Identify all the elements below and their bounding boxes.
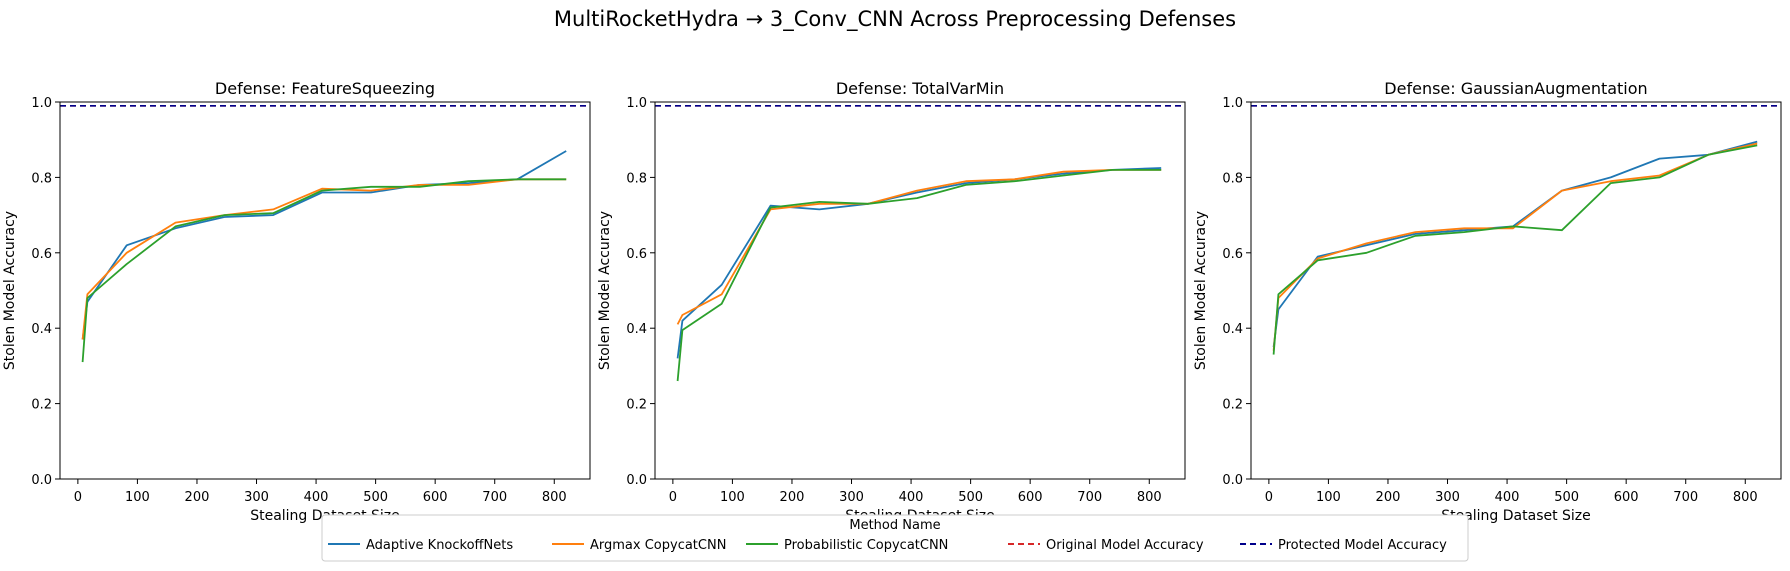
chart-panel-1: Defense: FeatureSqueezing 0.0 0.2 0.4 0.6 0.8…	[2, 79, 591, 524]
chart-panel-2: Defense: TotalVarMin 0.0 0.2 0.4 0.6 0.8 1.0 0 1…	[597, 79, 1186, 524]
series-line-adaptive-knockoffnets	[81, 150, 567, 340]
x-tick-label: 800	[542, 490, 567, 505]
legend-label-argmax-copycatcnn: Argmax CopycatCNN	[590, 538, 726, 553]
legend-frame	[321, 514, 1469, 562]
x-tick-label: 400	[304, 490, 329, 505]
legend-label-probabilistic-copycatcnn: Probabilistic CopycatCNN	[784, 538, 948, 553]
y-tick-label: 0.4	[31, 322, 52, 337]
series-line-probabilistic-copycatcnn	[81, 178, 567, 363]
y-tick-label: 1.0	[31, 96, 52, 111]
panel-title: Defense: TotalVarMin	[836, 79, 1004, 98]
x-tick-label: 400	[899, 490, 924, 505]
x-tick-label: 200	[1376, 490, 1401, 505]
x-tick-label: 600	[1614, 490, 1639, 505]
legend: Method Name Adaptive KnockoffNets Argmax C…	[321, 514, 1469, 562]
y-tick-label: 0.0	[626, 473, 647, 488]
y-tick-label: 1.0	[1222, 96, 1243, 111]
x-tick-label: 800	[1733, 490, 1758, 505]
plot-frame	[1250, 101, 1782, 480]
series-line-argmax-copycatcnn	[1272, 142, 1758, 351]
x-tick-label: 600	[423, 490, 448, 505]
x-tick-label: 700	[1673, 490, 1698, 505]
legend-title: Method Name	[849, 518, 940, 533]
series-line-argmax-copycatcnn	[81, 178, 567, 340]
y-tick-label: 0.6	[1222, 247, 1243, 262]
chart-panels: Defense: FeatureSqueezing 0.0 0.2 0.4 0.6 0.8…	[2, 79, 1782, 524]
y-tick-label: 0.2	[626, 398, 647, 413]
legend-label-adaptive-knockoffnets: Adaptive KnockoffNets	[366, 538, 513, 553]
legend-label-protected-model-accuracy: Protected Model Accuracy	[1278, 538, 1447, 553]
panel-title: Defense: FeatureSqueezing	[215, 79, 435, 98]
y-axis-label: Stolen Model Accuracy	[1193, 211, 1209, 370]
series-line-adaptive-knockoffnets	[1272, 140, 1758, 348]
x-tick-label: 300	[244, 490, 269, 505]
x-tick-label: 100	[720, 490, 745, 505]
y-tick-label: 0.2	[1222, 398, 1243, 413]
x-tick-label: 500	[958, 490, 983, 505]
y-tick-label: 0.6	[31, 247, 52, 262]
x-tick-label: 0	[74, 490, 82, 505]
y-tick-label: 0.4	[626, 322, 647, 337]
y-tick-label: 0.4	[1222, 322, 1243, 337]
x-tick-label: 700	[1077, 490, 1102, 505]
x-tick-label: 300	[1435, 490, 1460, 505]
chart-panel-3: Defense: GaussianAugmentation 0.0 0.2 0.4 0.…	[1193, 79, 1782, 524]
x-axis-label: Stealing Dataset Size	[1441, 508, 1591, 524]
x-tick-label: 200	[185, 490, 210, 505]
x-tick-label: 100	[125, 490, 150, 505]
y-tick-label: 0.6	[626, 247, 647, 262]
y-tick-label: 1.0	[626, 96, 647, 111]
x-tick-label: 600	[1018, 490, 1043, 505]
x-tick-label: 700	[482, 490, 507, 505]
y-tick-label: 0.0	[31, 473, 52, 488]
plot-frame	[654, 101, 1186, 480]
y-axis-label: Stolen Model Accuracy	[597, 211, 613, 370]
x-tick-label: 200	[780, 490, 805, 505]
y-tick-label: 0.8	[1222, 171, 1243, 186]
figure-title: MultiRocketHydra → 3_Conv_CNN Across Pre…	[554, 7, 1236, 32]
x-tick-label: 500	[363, 490, 388, 505]
series-line-probabilistic-copycatcnn	[676, 168, 1162, 382]
y-tick-label: 0.2	[31, 398, 52, 413]
x-tick-label: 400	[1495, 490, 1520, 505]
x-tick-label: 0	[1265, 490, 1273, 505]
y-tick-label: 0.8	[31, 171, 52, 186]
y-tick-label: 0.8	[626, 171, 647, 186]
x-tick-label: 300	[839, 490, 864, 505]
plot-frame	[59, 101, 591, 480]
legend-label-original-model-accuracy: Original Model Accuracy	[1046, 538, 1204, 553]
x-tick-label: 800	[1137, 490, 1162, 505]
x-tick-label: 500	[1554, 490, 1579, 505]
series-line-probabilistic-copycatcnn	[1272, 144, 1758, 355]
x-tick-label: 100	[1316, 490, 1341, 505]
series-line-adaptive-knockoffnets	[676, 167, 1162, 359]
x-tick-label: 0	[669, 490, 677, 505]
y-tick-label: 0.0	[1222, 473, 1243, 488]
panel-title: Defense: GaussianAugmentation	[1384, 79, 1647, 98]
series-line-argmax-copycatcnn	[676, 168, 1162, 325]
y-axis-label: Stolen Model Accuracy	[2, 211, 18, 370]
